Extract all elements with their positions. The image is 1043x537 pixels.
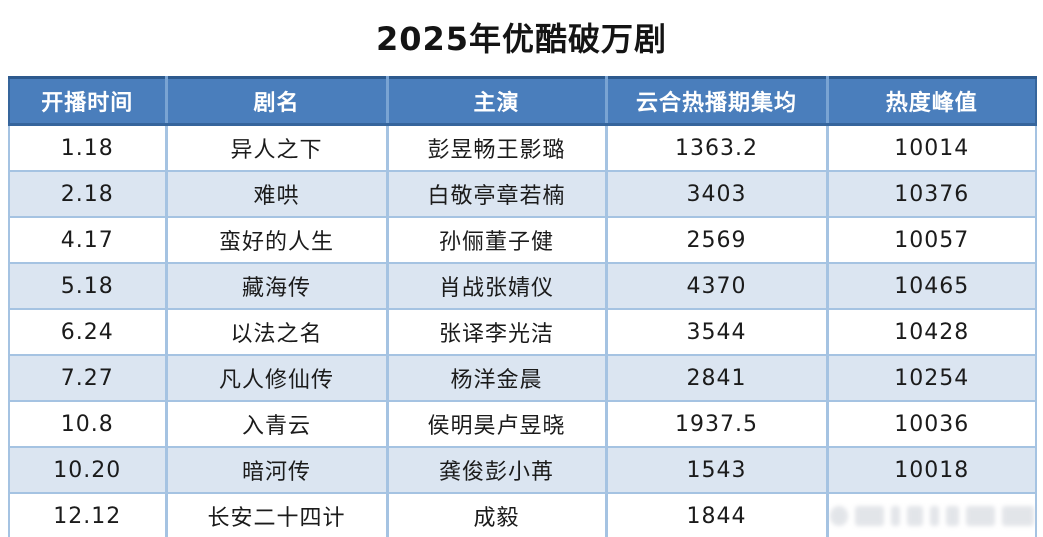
cell-peak-heat: 10036 — [827, 401, 1037, 448]
cell-drama-name: 入青云 — [166, 401, 389, 448]
cell-cast: 龚俊彭小苒 — [387, 447, 608, 494]
blurred-watermark — [829, 495, 1034, 537]
cell-air-date: 1.18 — [8, 124, 168, 172]
cell-peak-heat: 10254 — [827, 355, 1037, 402]
cell-cast: 孙俪董子健 — [387, 217, 608, 264]
cell-air-date: 7.27 — [8, 355, 168, 402]
cell-avg-heat: 4370 — [606, 263, 829, 310]
table-row: 4.17 蛮好的人生 孙俪董子健 2569 10057 — [8, 217, 1037, 264]
cell-cast: 肖战张婧仪 — [387, 263, 608, 310]
cell-drama-name: 暗河传 — [166, 447, 389, 494]
cell-peak-heat: 10057 — [827, 217, 1037, 264]
header-air-date: 开播时间 — [8, 76, 168, 126]
cell-avg-heat: 1543 — [606, 447, 829, 494]
table-body: 1.18 异人之下 彭昱畅王影璐 1363.2 10014 2.18 难哄 白敬… — [8, 124, 1037, 537]
cell-cast: 成毅 — [387, 493, 608, 537]
cell-air-date: 2.18 — [8, 171, 168, 218]
cell-drama-name: 凡人修仙传 — [166, 355, 389, 402]
cell-peak-heat: 10014 — [827, 124, 1037, 172]
header-drama-name: 剧名 — [166, 76, 389, 126]
header-peak-heat: 热度峰值 — [827, 76, 1037, 126]
cell-air-date: 10.20 — [8, 447, 168, 494]
cell-drama-name: 以法之名 — [166, 309, 389, 356]
page-title: 2025年优酷破万剧 — [375, 20, 668, 58]
cell-air-date: 10.8 — [8, 401, 168, 448]
table-row: 5.18 藏海传 肖战张婧仪 4370 10465 — [8, 263, 1037, 310]
cell-cast: 杨洋金晨 — [387, 355, 608, 402]
table-row: 6.24 以法之名 张译李光洁 3544 10428 — [8, 309, 1037, 356]
header-cast: 主演 — [387, 76, 608, 126]
drama-heat-table: 开播时间 剧名 主演 云合热播期集均 热度峰值 1.18 异人之下 彭昱畅王影璐… — [8, 76, 1037, 537]
table-row: 2.18 难哄 白敬亭章若楠 3403 10376 — [8, 171, 1037, 218]
table-row: 10.20 暗河传 龚俊彭小苒 1543 10018 — [8, 447, 1037, 494]
cell-air-date: 4.17 — [8, 217, 168, 264]
cell-cast: 彭昱畅王影璐 — [387, 124, 608, 172]
cell-cast: 侯明昊卢昱晓 — [387, 401, 608, 448]
cell-avg-heat: 1937.5 — [606, 401, 829, 448]
cell-drama-name: 蛮好的人生 — [166, 217, 389, 264]
cell-avg-heat: 1363.2 — [606, 124, 829, 172]
table-row: 12.12 长安二十四计 成毅 1844 — [8, 493, 1037, 537]
cell-air-date: 5.18 — [8, 263, 168, 310]
table-row: 1.18 异人之下 彭昱畅王影璐 1363.2 10014 — [8, 124, 1037, 172]
cell-peak-heat — [827, 493, 1037, 537]
header-avg-heat: 云合热播期集均 — [606, 76, 829, 126]
cell-peak-heat: 10376 — [827, 171, 1037, 218]
cell-avg-heat: 3403 — [606, 171, 829, 218]
table-row: 10.8 入青云 侯明昊卢昱晓 1937.5 10036 — [8, 401, 1037, 448]
table-row: 7.27 凡人修仙传 杨洋金晨 2841 10254 — [8, 355, 1037, 402]
cell-peak-heat: 10018 — [827, 447, 1037, 494]
cell-drama-name: 藏海传 — [166, 263, 389, 310]
cell-drama-name: 难哄 — [166, 171, 389, 218]
header-row: 开播时间 剧名 主演 云合热播期集均 热度峰值 — [8, 76, 1037, 126]
cell-drama-name: 长安二十四计 — [166, 493, 389, 537]
cell-avg-heat: 3544 — [606, 309, 829, 356]
cell-avg-heat: 2841 — [606, 355, 829, 402]
cell-cast: 白敬亭章若楠 — [387, 171, 608, 218]
cell-drama-name: 异人之下 — [166, 124, 389, 172]
cell-peak-heat: 10465 — [827, 263, 1037, 310]
cell-cast: 张译李光洁 — [387, 309, 608, 356]
cell-peak-heat: 10428 — [827, 309, 1037, 356]
cell-avg-heat: 2569 — [606, 217, 829, 264]
cell-air-date: 12.12 — [8, 493, 168, 537]
table-header: 开播时间 剧名 主演 云合热播期集均 热度峰值 — [8, 76, 1037, 126]
cell-avg-heat: 1844 — [606, 493, 829, 537]
cell-air-date: 6.24 — [8, 309, 168, 356]
